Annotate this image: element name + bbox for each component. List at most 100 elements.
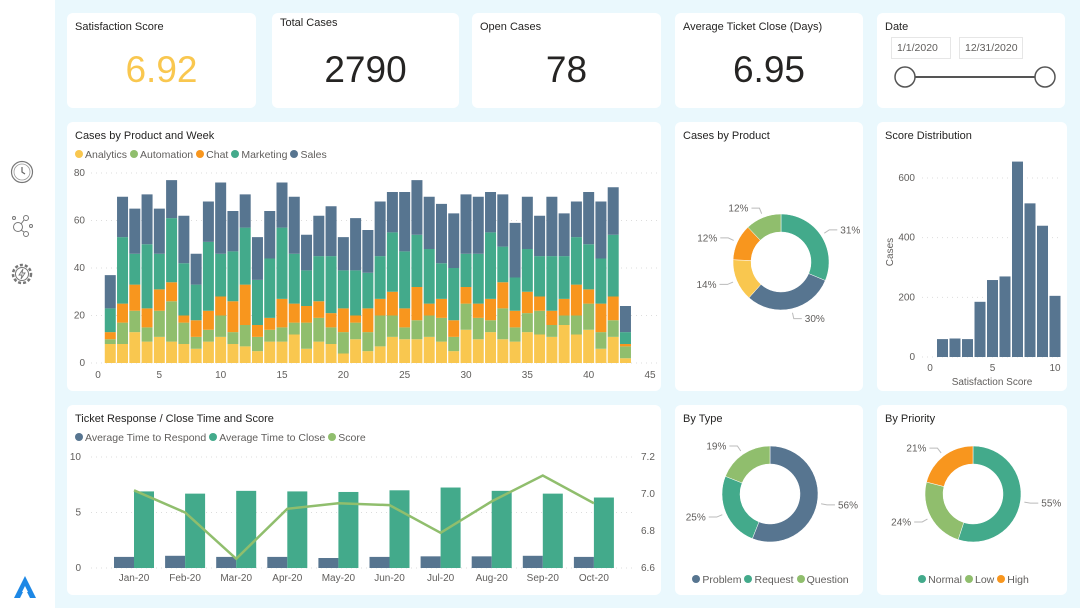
y2-tick-label: 7.0 (641, 489, 655, 500)
label-leader-line (720, 237, 734, 241)
x-tick-label: Jan-20 (119, 573, 150, 584)
y2-tick-label: 7.2 (641, 452, 655, 463)
bar-segment-automation (546, 325, 558, 337)
bar-segment-marketing (435, 263, 447, 299)
bar-segment-chat (595, 303, 607, 333)
bar-segment-automation (485, 320, 497, 333)
bar-segment-sales (534, 215, 546, 257)
bar-segment-sales (301, 234, 313, 271)
bar-segment-marketing (423, 249, 435, 304)
end-date-input[interactable]: 12/31/2020 (959, 37, 1023, 59)
clock-icon[interactable] (10, 160, 34, 184)
bar-segment-sales (227, 211, 239, 252)
respond-bar (420, 556, 441, 568)
gear-bolt-icon[interactable] (10, 262, 34, 286)
close-bar (389, 490, 410, 568)
y-tick-label: 80 (74, 168, 86, 179)
bar-segment-sales (546, 196, 558, 257)
bar-segment-marketing (190, 284, 202, 321)
bar-segment-sales (399, 192, 411, 252)
histogram-bar (949, 338, 961, 357)
bar-segment-marketing (129, 253, 141, 285)
bar-segment-automation (350, 322, 362, 340)
donut-slice-marketing[interactable] (780, 213, 830, 281)
data-label: 14% (696, 280, 716, 291)
legend-item[interactable]: Question (794, 574, 849, 586)
chart-legend: Problem Request Question (675, 574, 863, 586)
bar-segment-chat (423, 303, 435, 316)
bar-segment-analytics (288, 334, 300, 363)
start-date-input[interactable]: 1/1/2020 (891, 37, 951, 59)
legend-item[interactable]: Score (328, 432, 366, 444)
bar-segment-sales (411, 180, 423, 235)
respond-bar (471, 556, 492, 568)
legend-label: Normal (928, 574, 962, 586)
close-bar (593, 497, 614, 568)
close-bar (134, 491, 154, 568)
bar-segment-marketing (153, 253, 165, 290)
label-leader-line (914, 518, 928, 523)
bar-segment-marketing (141, 244, 153, 309)
data-label: 19% (706, 442, 726, 453)
legend-item[interactable]: Marketing (231, 149, 287, 161)
bar-segment-automation (435, 317, 447, 342)
chart-legend: Analytics Automation Chat Marketing Sales (75, 149, 327, 161)
label-leader-line (751, 207, 763, 214)
bar-segment-marketing (448, 268, 460, 321)
legend-item[interactable]: Normal (915, 574, 962, 586)
donut-slice-low[interactable] (924, 481, 965, 540)
bar-segment-chat (153, 289, 165, 311)
x-tick-label: Jun-20 (374, 573, 405, 584)
bar-segment-analytics (607, 336, 619, 363)
legend-item[interactable]: Average Time to Close (209, 432, 325, 444)
bar-segment-automation (190, 336, 202, 349)
donut-slice-sales[interactable] (748, 273, 826, 311)
legend-item[interactable]: Analytics (75, 149, 127, 161)
histogram-bar (1049, 295, 1061, 357)
donut-slice-automation[interactable] (747, 213, 782, 241)
legend-item[interactable]: Problem (689, 574, 741, 586)
legend-item[interactable]: Low (962, 574, 994, 586)
x-tick-label: Feb-20 (169, 573, 201, 584)
y-tick-label: 200 (898, 292, 915, 303)
bar-segment-marketing (227, 251, 239, 302)
bar-segment-marketing (215, 253, 227, 297)
start-date-handle[interactable] (894, 66, 916, 88)
bar-segment-sales (595, 201, 607, 259)
bar-segment-chat (141, 308, 153, 328)
data-label: 31% (840, 225, 860, 236)
legend-item[interactable]: Request (741, 574, 794, 586)
donut-slice-high[interactable] (926, 445, 974, 487)
bar-segment-chat (619, 344, 631, 347)
legend-item[interactable]: High (994, 574, 1029, 586)
bar-segment-automation (202, 329, 214, 342)
kpi-satisfaction-card: Satisfaction Score 6.92 (67, 13, 256, 108)
bar-segment-chat (313, 301, 325, 318)
label-leader-line (708, 514, 723, 518)
x-tick-label: Aug-20 (476, 573, 509, 584)
legend-item[interactable]: Automation (130, 149, 193, 161)
legend-item[interactable]: Chat (196, 149, 228, 161)
legend-item[interactable]: Sales (290, 149, 327, 161)
bar-segment-marketing (104, 308, 116, 333)
x-tick-label: 0 (927, 363, 933, 374)
legend-dot (692, 575, 701, 583)
label-leader-line (729, 445, 742, 452)
bar-segment-marketing (325, 256, 337, 314)
legend-item[interactable]: Average Time to Respond (75, 432, 206, 444)
cases-by-week-card: Cases by Product and Week Analytics Autom… (67, 122, 661, 391)
y-tick-label: 600 (898, 173, 915, 184)
bar-segment-analytics (264, 341, 276, 363)
network-icon[interactable] (10, 213, 34, 237)
kpi-title: Open Cases (480, 21, 542, 33)
donut-slice-question[interactable] (725, 445, 771, 484)
chart-legend: Average Time to Respond Average Time to C… (75, 432, 366, 444)
bar-segment-analytics (141, 341, 153, 363)
donut-slice-problem[interactable] (752, 445, 819, 543)
x-tick-label: 30 (460, 370, 472, 381)
donut-slice-request[interactable] (721, 476, 760, 539)
bar-segment-marketing (166, 218, 178, 283)
bar-segment-sales (190, 253, 202, 285)
donut-slice-normal[interactable] (957, 445, 1022, 543)
end-date-handle[interactable] (1034, 66, 1056, 88)
